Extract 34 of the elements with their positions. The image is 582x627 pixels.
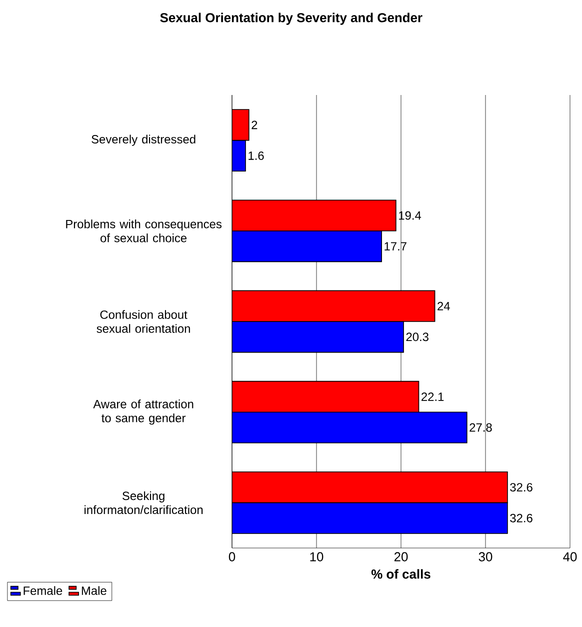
y-tick-label: Confusion about sexual orientation xyxy=(96,310,190,333)
chart-title: Sexual Orientation by Severity and Gender xyxy=(160,12,422,25)
data-label: 24 xyxy=(438,302,450,310)
data-label: 19.4 xyxy=(399,211,422,220)
bar xyxy=(232,140,246,172)
data-label: 2 xyxy=(252,120,258,130)
bar xyxy=(232,321,404,353)
x-tick-label: 20 xyxy=(394,552,408,562)
y-tick-label: Problems with consequences of sexual choice xyxy=(66,220,222,242)
data-label: 22.1 xyxy=(422,392,444,401)
y-tick-label: Aware of attraction to same gender xyxy=(93,400,194,425)
data-label: 1.6 xyxy=(248,151,264,160)
bar xyxy=(232,290,436,322)
x-tick-label: 40 xyxy=(563,552,577,562)
bar xyxy=(232,412,468,444)
bar xyxy=(232,380,420,412)
legend-label: Female xyxy=(24,586,62,595)
data-label: 32.6 xyxy=(510,483,532,492)
x-tick-label: 10 xyxy=(310,552,324,562)
x-tick-label: 0 xyxy=(228,552,236,562)
bar xyxy=(232,109,250,141)
data-label: 17.7 xyxy=(384,242,406,250)
bar xyxy=(232,471,508,504)
y-tick-label: Severely distressed xyxy=(92,134,196,146)
legend-label: Male xyxy=(82,586,106,595)
data-label: 27.8 xyxy=(470,423,492,432)
data-label: 32.6 xyxy=(510,514,532,522)
x-tick-label: 30 xyxy=(478,552,492,562)
bar xyxy=(232,200,396,232)
x-axis-title: % of calls xyxy=(371,569,430,579)
y-tick-label: Seeking informaton/clarification xyxy=(84,491,203,514)
bar xyxy=(232,230,382,262)
data-label: 20.3 xyxy=(406,332,428,342)
bar xyxy=(232,502,508,534)
